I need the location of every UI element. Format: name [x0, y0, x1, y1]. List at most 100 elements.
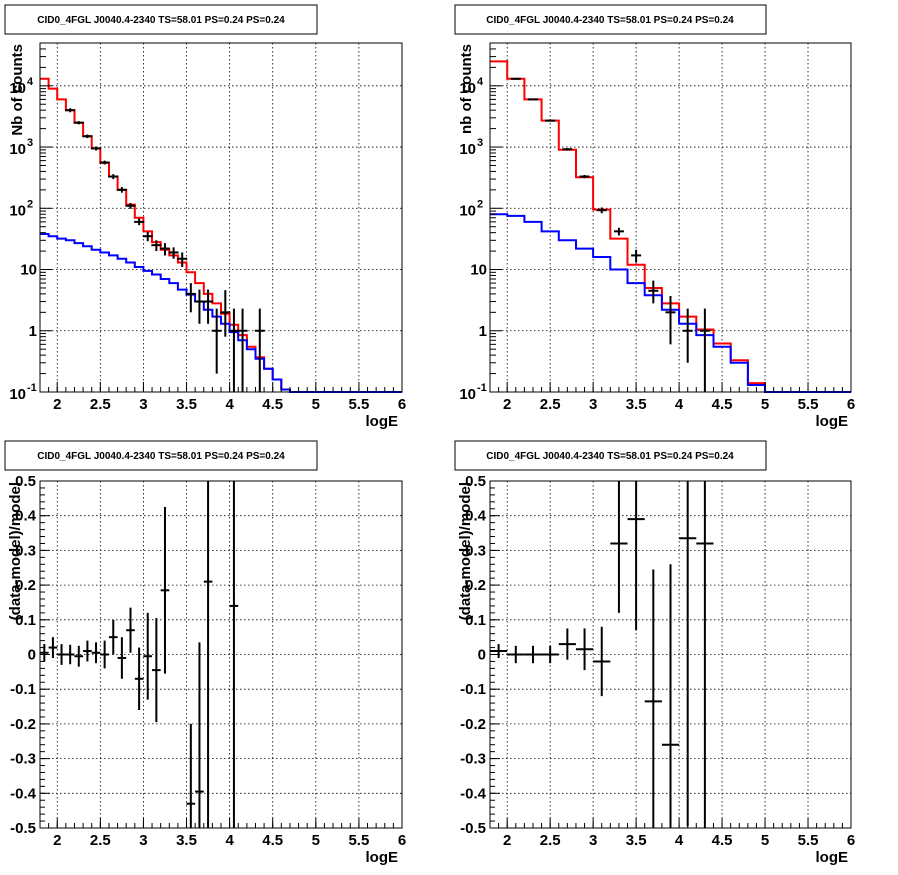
x-tick-label: 4	[225, 396, 234, 413]
panel-residuals-left: 2 2.5 3 3.5 4 4.5 5 5.5 6 -0.5 -0.4 -0.3 -0.2 -0.1 0 0.…	[4, 440, 406, 866]
chart-title: CID0_4FGL J0040.4-2340 TS=58.01 PS=0.24 …	[37, 451, 285, 462]
y-tick-label: 0.4	[15, 508, 37, 525]
data-point	[134, 218, 145, 226]
data-point	[679, 481, 697, 827]
y-tick-label: 10	[459, 386, 476, 403]
data-point	[631, 249, 642, 263]
y-tick-label: -0.1	[460, 681, 486, 698]
x-tick-label: 2.5	[90, 396, 111, 413]
x-tick-label: 4	[675, 832, 684, 849]
data-point	[627, 481, 645, 631]
data-point	[596, 207, 607, 214]
data-point	[48, 637, 58, 658]
x-tick-label: 2.5	[540, 396, 561, 413]
y-tick-label: 0	[28, 647, 36, 664]
title-box: CID0_4FGL J0040.4-2340 TS=58.01 PS=0.24 …	[454, 440, 767, 471]
x-axis-label: logE	[816, 849, 849, 866]
data-point	[185, 283, 196, 313]
data-point	[211, 308, 222, 374]
x-tick-label: 3.5	[626, 832, 647, 849]
data-point	[82, 134, 93, 139]
x-tick-label: 6	[398, 832, 406, 849]
y-axis-label: nb of counts	[458, 44, 475, 134]
y-tick-label-exponent: -1	[477, 382, 487, 394]
data-point	[57, 644, 66, 665]
y-tick-label: 0.5	[465, 473, 486, 490]
data-point	[143, 612, 153, 700]
data-point	[134, 647, 144, 711]
y-tick-label: 0.2	[15, 577, 36, 594]
data-point	[168, 247, 179, 259]
title-box: CID0_4FGL J0040.4-2340 TS=58.01 PS=0.24 …	[4, 4, 318, 35]
data-point	[160, 507, 170, 674]
data-point	[108, 619, 118, 655]
y-tick-label: 0.1	[15, 612, 36, 629]
data-point	[524, 645, 542, 664]
x-tick-label: 4	[225, 832, 234, 849]
x-axis-label: logE	[816, 413, 849, 430]
y-tick-label: 10	[470, 262, 487, 279]
y-tick-label: 10	[9, 80, 26, 97]
y-tick-label-exponent: 3	[27, 137, 33, 149]
y-tick-label-exponent: 3	[477, 137, 483, 149]
data-point	[116, 187, 127, 193]
data-point	[220, 290, 231, 337]
chart-title: CID0_4FGL J0040.4-2340 TS=58.01 PS=0.24 …	[486, 15, 734, 26]
y-tick-label-exponent: 4	[27, 76, 34, 88]
data-point	[203, 481, 213, 828]
y-axis-label: Nb of counts	[9, 44, 26, 136]
data-point	[696, 481, 714, 828]
data-point	[593, 626, 611, 697]
x-tick-label: 2	[53, 832, 61, 849]
y-tick-label: 10	[9, 141, 26, 158]
x-tick-label: 2	[53, 396, 61, 413]
chart-title: CID0_4FGL J0040.4-2340 TS=58.01 PS=0.24 …	[486, 451, 734, 462]
data-point	[545, 119, 556, 122]
y-tick-label: 10	[459, 202, 476, 219]
data-point	[83, 640, 92, 662]
title-box-frame	[4, 4, 318, 35]
data-point	[203, 289, 214, 324]
data-point	[610, 481, 628, 613]
data-point	[507, 645, 525, 664]
title-box: CID0_4FGL J0040.4-2340 TS=58.01 PS=0.24 …	[4, 440, 318, 471]
x-axis-label: logE	[366, 413, 399, 430]
data-point	[648, 280, 659, 304]
data-point	[195, 642, 204, 828]
x-tick-label: 5.5	[348, 832, 369, 849]
title-box: CID0_4FGL J0040.4-2340 TS=58.01 PS=0.24 …	[454, 4, 767, 35]
y-tick-label: -0.2	[10, 716, 36, 733]
data-point	[490, 644, 508, 658]
y-tick-label: 10	[459, 80, 476, 97]
y-tick-label: -0.3	[10, 751, 36, 768]
chart-title: CID0_4FGL J0040.4-2340 TS=58.01 PS=0.24 …	[37, 15, 285, 26]
y-tick-label: 1	[479, 323, 487, 340]
y-tick-label: 10	[9, 202, 26, 219]
x-tick-label: 6	[398, 396, 406, 413]
data-point	[117, 637, 127, 679]
data-point	[527, 98, 538, 101]
data-point	[558, 628, 576, 660]
data-point	[682, 308, 693, 363]
data-point	[254, 308, 265, 392]
y-tick-label: -0.4	[460, 785, 487, 802]
data-point	[613, 227, 624, 236]
x-tick-label: 3.5	[176, 396, 197, 413]
data-point	[186, 723, 196, 828]
x-tick-label: 6	[847, 396, 855, 413]
y-tick-label: 0	[478, 647, 486, 664]
data-point	[699, 308, 710, 392]
x-tick-label: 5	[761, 396, 769, 413]
data-point	[125, 202, 136, 209]
data-point	[510, 77, 521, 80]
y-tick-label-exponent: 2	[27, 198, 33, 210]
data-point	[99, 160, 110, 165]
x-tick-label: 5.5	[348, 396, 369, 413]
x-tick-label: 5	[312, 396, 320, 413]
y-tick-label: 0.1	[465, 612, 486, 629]
data-point	[228, 308, 239, 392]
y-tick-label: -0.5	[460, 820, 486, 837]
